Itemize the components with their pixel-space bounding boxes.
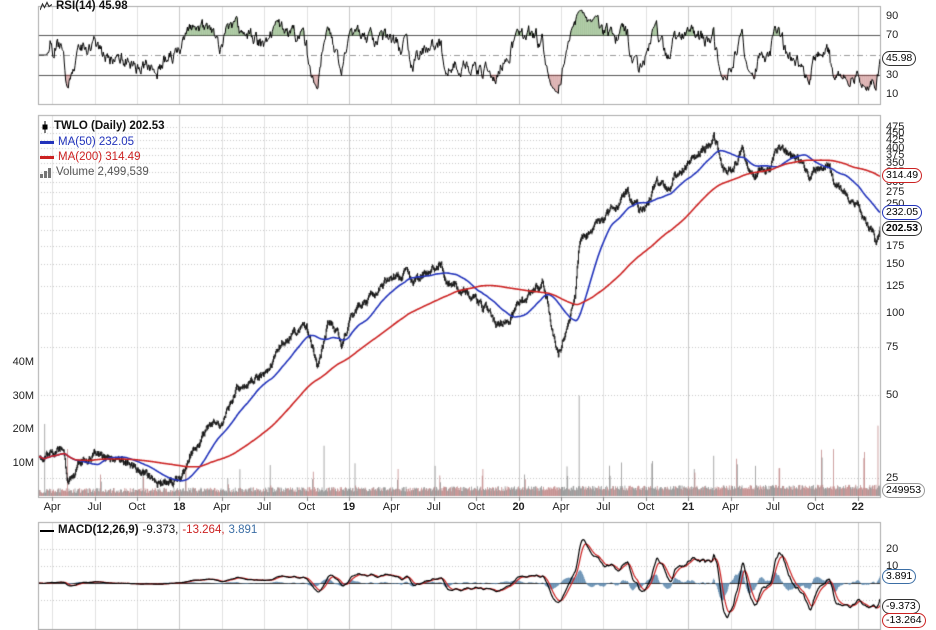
macd-signal-badge: -13.264 — [882, 613, 926, 628]
ma200-legend-label: MA(200) 314.49 — [58, 151, 141, 163]
macd-legend-name: MACD(12,26,9) — [58, 524, 139, 536]
macd-hist-badge: 3.891 — [882, 569, 917, 584]
volume-icon — [40, 167, 51, 178]
macd-line-swatch — [40, 529, 54, 532]
macd-signal-label: -13.264, — [182, 524, 225, 536]
ma200-swatch — [40, 156, 54, 159]
candlestick-icon — [42, 120, 48, 133]
ma50-swatch — [40, 141, 54, 144]
macd-value-label: -9.373, — [142, 524, 179, 536]
macd-value-badge: -9.373 — [882, 599, 920, 614]
close-value-badge: 202.53 — [882, 221, 923, 236]
ma50-legend-label: MA(50) 232.05 — [58, 136, 135, 148]
macd-legend: MACD(12,26,9) -9.373, -13.264, 3.891 — [40, 524, 257, 537]
rsi-icon — [40, 1, 52, 11]
ma200-legend: MA(200) 314.49 — [40, 151, 140, 164]
rsi-value-badge: 45.98 — [882, 51, 917, 66]
ma50-legend: MA(50) 232.05 — [40, 136, 134, 149]
symbol-legend-label: TWLO (Daily) 202.53 — [54, 120, 165, 132]
rsi-legend: RSI(14) 45.98 — [40, 0, 128, 13]
ma50-value-badge: 232.05 — [882, 205, 923, 220]
volume-legend-label: Volume 2,499,539 — [56, 166, 149, 178]
rsi-legend-label: RSI(14) 45.98 — [56, 0, 128, 12]
macd-hist-label: 3.891 — [228, 524, 258, 536]
symbol-legend: TWLO (Daily) 202.53 — [40, 120, 165, 133]
volume-value-badge: 249953 — [882, 483, 926, 498]
volume-legend: Volume 2,499,539 — [40, 166, 149, 179]
ma200-value-badge: 314.49 — [882, 168, 923, 183]
